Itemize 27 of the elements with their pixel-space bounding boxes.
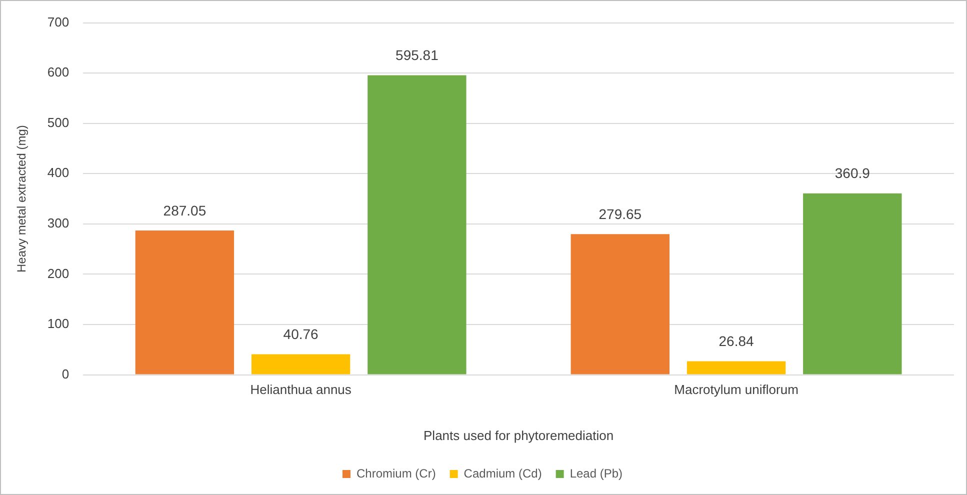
data-label: 287.05 bbox=[163, 202, 206, 218]
bar bbox=[686, 361, 786, 374]
x-tick-label: Macrotylum uniflorum bbox=[674, 382, 798, 398]
y-tick-label: 400 bbox=[47, 165, 70, 180]
x-axis-title: Plants used for phytoremediation bbox=[424, 428, 614, 443]
data-label: 279.65 bbox=[598, 206, 642, 222]
bar bbox=[135, 230, 234, 374]
legend-label: Chromium (Cr) bbox=[356, 466, 436, 480]
legend-label: Cadmium (Cd) bbox=[464, 466, 542, 480]
y-tick-label: 200 bbox=[47, 266, 70, 281]
bar bbox=[251, 354, 350, 374]
data-label: 360.9 bbox=[834, 165, 870, 182]
legend-label: Lead (Pb) bbox=[570, 466, 623, 480]
data-label: 595.81 bbox=[396, 47, 439, 64]
y-axis-title: Heavy metal extracted (mg) bbox=[14, 125, 29, 272]
bar bbox=[803, 193, 902, 374]
y-tick-label: 100 bbox=[47, 316, 70, 332]
y-tick-label: 0 bbox=[62, 366, 70, 382]
y-tick-label: 300 bbox=[47, 216, 70, 231]
bar bbox=[570, 234, 670, 374]
x-tick-label: Helianthua annus bbox=[250, 382, 352, 398]
data-label: 40.76 bbox=[283, 326, 319, 342]
data-label: 26.84 bbox=[718, 333, 754, 350]
y-tick-label: 500 bbox=[47, 114, 70, 130]
y-tick-label: 700 bbox=[47, 14, 70, 30]
y-tick-label: 600 bbox=[47, 64, 70, 80]
bar bbox=[368, 75, 466, 374]
